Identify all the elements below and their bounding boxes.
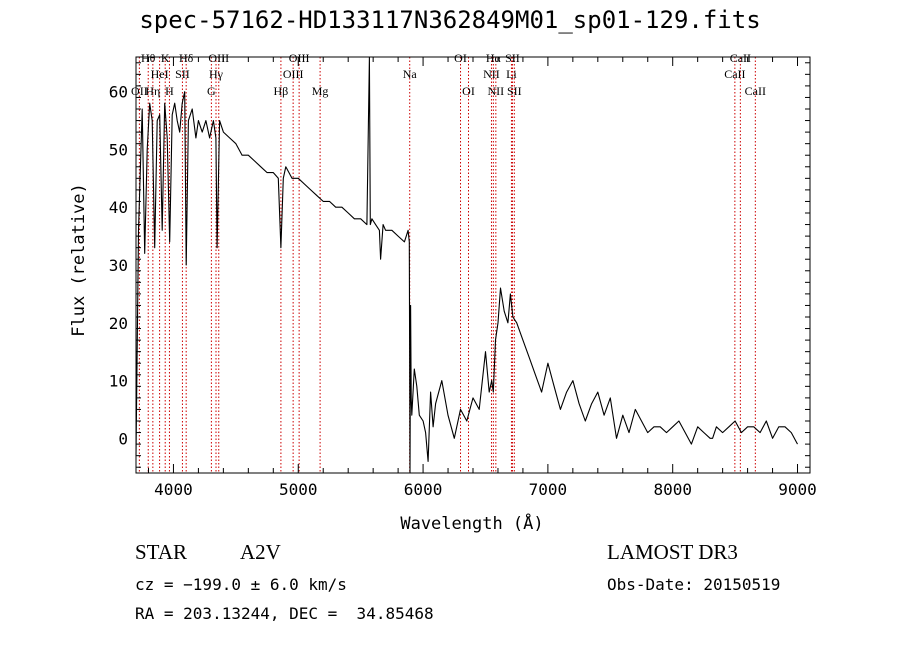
line-label: HeI (151, 67, 169, 81)
line-label: H (165, 84, 174, 98)
plot-axes: 4000 5000 6000 7000 8000 9000 0 10 20 30 40 50 60 (109, 56, 817, 499)
line-label: Mg (312, 84, 329, 98)
survey-name: LAMOST DR3 (607, 540, 738, 564)
x-tick-label: 7000 (529, 480, 568, 499)
line-label: Hη (145, 84, 160, 98)
line-labels: OIIHθHηHeIKHSIIHδGHγOIIIHβOIIIOIIIMgNaOI… (131, 51, 766, 98)
line-label: SII (505, 51, 520, 65)
x-tick-label: 8000 (653, 480, 692, 499)
x-tick-label: 5000 (279, 480, 318, 499)
y-tick-label: 30 (109, 256, 128, 275)
line-label: NII (483, 67, 500, 81)
x-tick-label: 6000 (404, 480, 443, 499)
y-tick-label: 20 (109, 314, 128, 333)
line-label: SII (175, 67, 190, 81)
y-tick-label: 60 (109, 83, 128, 102)
coordinates-text: RA = 203.13244, DEC = 34.85468 (135, 604, 434, 623)
object-class: STAR (135, 540, 187, 564)
x-axis-label: Wavelength (Å) (400, 512, 543, 534)
line-label: OIII (208, 51, 229, 65)
line-label: OIII (289, 51, 310, 65)
line-label: Li (506, 67, 517, 81)
y-tick-label: 10 (109, 372, 128, 391)
line-label: NII (488, 84, 505, 98)
chart-title: spec-57162-HD133117N362849M01_sp01-129.f… (139, 6, 761, 34)
line-label: Hβ (274, 84, 289, 98)
line-label: Hδ (179, 51, 194, 65)
spectrum-series (135, 56, 798, 474)
line-label: Hθ (141, 51, 156, 65)
line-label: CaII (745, 84, 766, 98)
y-tick-label: 50 (109, 140, 128, 159)
line-label: CaII (730, 51, 751, 65)
y-tick-label: 0 (118, 429, 128, 448)
x-tick-label: 9000 (778, 480, 817, 499)
y-tick-label: 40 (109, 198, 128, 217)
plot-frame (135, 56, 811, 474)
y-axis-label: Flux (relative) (69, 183, 89, 337)
line-label: Na (403, 67, 418, 81)
spectrum-line (135, 56, 798, 474)
spectral-subclass: A2V (240, 540, 281, 564)
line-label: Hα (486, 51, 502, 65)
redshift-text: cz = −199.0 ± 6.0 km/s (135, 575, 347, 594)
line-label: OIII (283, 67, 304, 81)
line-label: CaII (724, 67, 745, 81)
line-label: Hγ (209, 67, 224, 81)
line-label: G (207, 84, 216, 98)
line-label: K (161, 51, 170, 65)
obs-date-text: Obs-Date: 20150519 (607, 575, 781, 594)
line-label: OII (131, 84, 148, 98)
x-tick-label: 4000 (154, 480, 193, 499)
line-label: SII (507, 84, 522, 98)
line-label: OI (462, 84, 475, 98)
line-label: OI (454, 51, 467, 65)
